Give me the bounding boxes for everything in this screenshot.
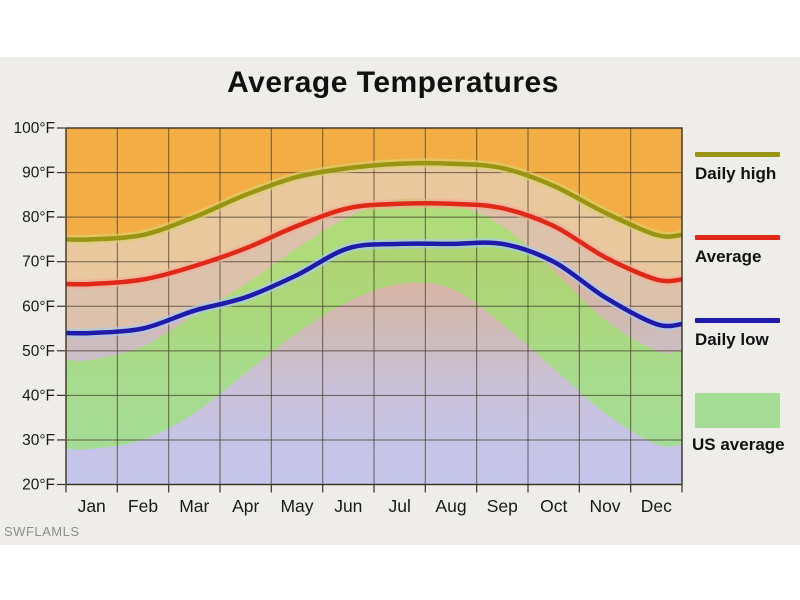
x-tick-label: Jul xyxy=(389,496,411,516)
x-tick-label: Nov xyxy=(589,496,620,516)
x-tick-label: Sep xyxy=(487,496,518,516)
x-tick-label: Jun xyxy=(334,496,362,516)
y-tick-label: 90°F xyxy=(22,165,55,182)
x-tick-label: Apr xyxy=(232,496,259,516)
chart-title: Average Temperatures xyxy=(227,66,559,99)
x-tick-label: Oct xyxy=(540,496,567,516)
legend-item-us-average: US average xyxy=(692,393,785,455)
average-swatch xyxy=(695,235,780,240)
daily-high-swatch xyxy=(695,152,780,157)
legend: Daily high Average Daily low US average xyxy=(692,0,800,600)
x-tick-label: Jan xyxy=(78,496,106,516)
y-tick-label: 40°F xyxy=(22,387,55,404)
legend-item-daily-high: Daily high xyxy=(695,152,780,184)
x-tick-label: May xyxy=(280,496,313,516)
y-tick-label: 80°F xyxy=(22,209,55,226)
legend-label-daily-high: Daily high xyxy=(695,164,777,183)
daily-low-line xyxy=(66,240,682,336)
daily-low-swatch xyxy=(695,318,780,323)
x-tick-label: Aug xyxy=(435,496,466,516)
us-average-swatch xyxy=(695,393,780,428)
y-tick-label: 50°F xyxy=(22,343,55,360)
y-tick-label: 70°F xyxy=(22,254,55,271)
daily-high-line xyxy=(66,160,682,242)
legend-label-average: Average xyxy=(695,247,762,266)
watermark-label: SWFLAMLS xyxy=(4,524,80,539)
y-tick-label: 60°F xyxy=(22,298,55,315)
plot-area xyxy=(66,128,682,485)
y-tick-label: 30°F xyxy=(22,432,55,449)
average-line xyxy=(66,200,682,287)
legend-label-daily-low: Daily low xyxy=(695,330,769,349)
x-tick-label: Dec xyxy=(641,496,672,516)
x-tick-label: Mar xyxy=(179,496,209,516)
y-tick-label: 100°F xyxy=(13,120,55,137)
legend-item-daily-low: Daily low xyxy=(695,318,780,350)
x-tick-label: Feb xyxy=(128,496,158,516)
y-tick-label: 20°F xyxy=(22,477,55,494)
legend-label-us-average: US average xyxy=(692,435,785,454)
legend-item-average: Average xyxy=(695,235,780,267)
